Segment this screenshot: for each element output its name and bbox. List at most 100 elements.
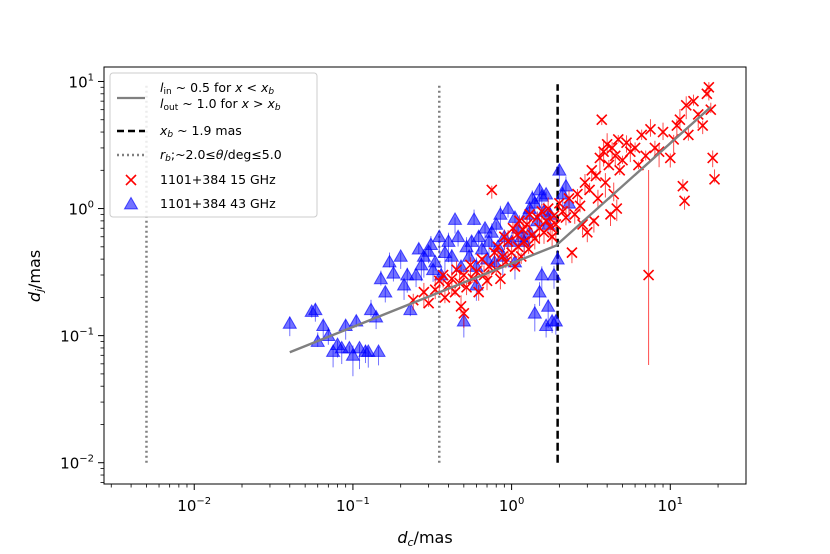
legend-rb-text: rb;~2.0≤θ/deg≤5.0 bbox=[160, 147, 282, 164]
legend-box bbox=[109, 72, 318, 218]
point-15ghz-60 bbox=[563, 192, 575, 205]
point-15ghz-107 bbox=[692, 108, 704, 121]
point-43ghz-21 bbox=[382, 254, 397, 268]
point-43ghz-75 bbox=[538, 186, 554, 200]
cross-stroke-b bbox=[674, 114, 686, 126]
point-43ghz-11 bbox=[345, 347, 361, 361]
point-15ghz-24 bbox=[486, 184, 498, 196]
cross-stroke-b bbox=[521, 218, 533, 231]
tick-exponent: −2 bbox=[79, 454, 94, 465]
cross-stroke-b bbox=[664, 152, 676, 164]
cross-stroke-b bbox=[576, 218, 589, 231]
point-15ghz-12 bbox=[455, 300, 467, 312]
legend-rb-rest: ;~2.0≤ bbox=[171, 147, 216, 162]
y-axis-label-symbol: d bbox=[25, 291, 44, 302]
x-tick-label-0: 10−2 bbox=[177, 496, 211, 515]
point-43ghz-40 bbox=[447, 212, 463, 225]
point-15ghz-78 bbox=[603, 159, 615, 171]
cross-stroke-b bbox=[601, 138, 613, 150]
cross-stroke-b bbox=[492, 241, 504, 253]
point-43ghz-41 bbox=[450, 229, 466, 243]
point-15ghz-91 bbox=[636, 129, 648, 141]
cross-stroke-b bbox=[707, 152, 719, 164]
point-15ghz-23 bbox=[483, 260, 495, 273]
tick-exponent: 1 bbox=[677, 496, 683, 507]
cross-stroke-b bbox=[517, 224, 529, 236]
point-15ghz-41 bbox=[518, 235, 530, 248]
point-15ghz-68 bbox=[584, 184, 596, 196]
y-tick-label-2: 100 bbox=[69, 200, 94, 219]
legend-fit-xb2: x bbox=[267, 96, 276, 111]
cross-stroke-b bbox=[513, 215, 525, 227]
point-15ghz-63 bbox=[571, 188, 584, 200]
cross-stroke-b bbox=[486, 184, 498, 196]
point-43ghz-16 bbox=[363, 302, 379, 316]
cross-stroke-b bbox=[566, 247, 578, 259]
point-43ghz-27 bbox=[408, 267, 424, 281]
cross-stroke-b bbox=[481, 275, 493, 287]
point-43ghz-33 bbox=[425, 262, 441, 276]
cross-stroke-b bbox=[697, 119, 709, 132]
y-tick-label-3: 101 bbox=[69, 72, 94, 91]
point-43ghz-79 bbox=[546, 267, 562, 281]
cross-stroke-b bbox=[586, 164, 598, 176]
cross-stroke-b bbox=[542, 202, 554, 215]
cross-stroke-b bbox=[574, 200, 586, 212]
cross-stroke-b bbox=[609, 150, 621, 162]
tick-exponent: −1 bbox=[79, 327, 94, 338]
legend-fit-x2: x bbox=[241, 96, 250, 111]
legend-fit-b2: b bbox=[275, 103, 281, 113]
x-axis-label: dc/mas bbox=[397, 528, 452, 549]
cross-stroke-b bbox=[531, 211, 543, 224]
point-15ghz-66 bbox=[579, 177, 591, 189]
cross-stroke-b bbox=[682, 129, 694, 141]
cross-stroke-b bbox=[464, 259, 476, 271]
legend-15ghz-text: 1101+384 15 GHz bbox=[160, 172, 276, 187]
cross-stroke-b bbox=[550, 218, 562, 231]
cross-stroke-b bbox=[524, 208, 536, 220]
point-15ghz-104 bbox=[680, 99, 692, 111]
legend-rb-range: /deg≤5.0 bbox=[224, 147, 282, 162]
cross-stroke-b bbox=[677, 180, 689, 192]
point-15ghz-69 bbox=[586, 164, 598, 176]
cross-stroke-b bbox=[612, 133, 624, 145]
point-15ghz-42 bbox=[521, 218, 533, 231]
legend-fit-l-symbol: l bbox=[160, 80, 164, 95]
x-tick-label-1: 10−1 bbox=[336, 496, 370, 515]
point-15ghz-71 bbox=[590, 170, 602, 182]
point-43ghz-0 bbox=[282, 315, 298, 329]
point-43ghz-32 bbox=[423, 237, 439, 251]
point-43ghz-54 bbox=[484, 224, 500, 238]
cross-stroke-b bbox=[603, 159, 615, 171]
cross-stroke-b bbox=[590, 170, 602, 182]
cross-stroke-b bbox=[596, 114, 608, 126]
x-axis-label-symbol: d bbox=[397, 528, 408, 547]
cross-stroke-b bbox=[687, 95, 700, 107]
point-15ghz-8 bbox=[446, 273, 458, 285]
point-15ghz-109 bbox=[701, 88, 713, 100]
point-15ghz-85 bbox=[614, 164, 626, 176]
point-43ghz-15 bbox=[360, 344, 376, 357]
cross-stroke-b bbox=[592, 192, 604, 205]
cross-stroke-b bbox=[571, 188, 584, 200]
point-15ghz-106 bbox=[687, 95, 700, 107]
tick-exponent: 0 bbox=[518, 496, 524, 507]
tick-base: 10 bbox=[69, 201, 88, 219]
legend-fit-gt: > bbox=[249, 96, 267, 111]
cross-stroke-b bbox=[599, 177, 611, 189]
tick-base: 10 bbox=[177, 497, 196, 515]
point-43ghz-80 bbox=[548, 313, 564, 327]
point-43ghz-18 bbox=[371, 344, 386, 357]
x-tick-label-2: 100 bbox=[499, 496, 524, 515]
legend-cross-b bbox=[125, 174, 137, 186]
point-15ghz-27 bbox=[492, 241, 504, 253]
cross-stroke-b bbox=[553, 197, 565, 209]
point-15ghz-10 bbox=[451, 264, 463, 276]
point-15ghz-84 bbox=[612, 133, 624, 145]
point-15ghz-18 bbox=[470, 265, 482, 278]
cross-stroke-b bbox=[703, 81, 715, 93]
point-43ghz-20 bbox=[377, 284, 393, 298]
y-axis-label-unit: /mas bbox=[25, 250, 44, 289]
tick-exponent: 0 bbox=[88, 200, 94, 211]
